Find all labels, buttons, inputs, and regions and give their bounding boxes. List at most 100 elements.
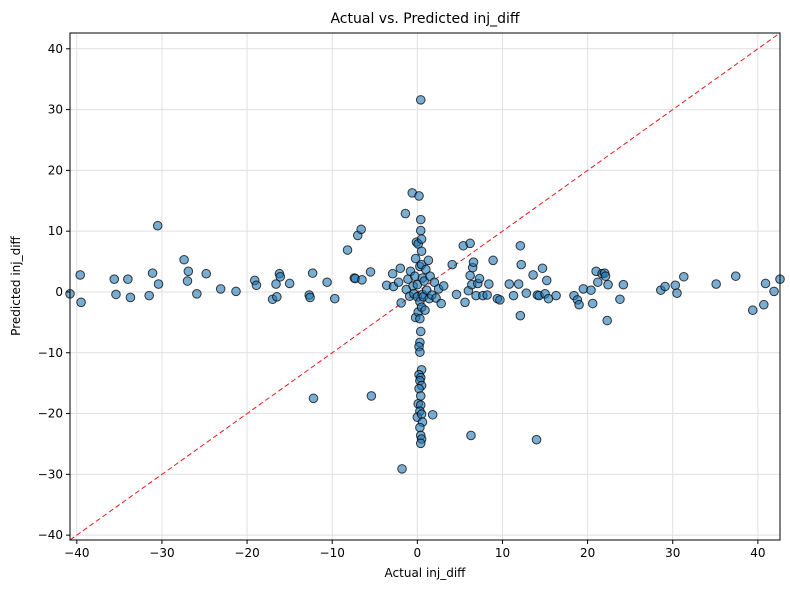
data-point [465,270,475,281]
data-point [618,279,629,290]
data-point [182,276,193,286]
data-point [357,275,367,285]
data-point [423,255,434,266]
data-point [356,224,366,235]
data-point [586,285,596,295]
data-point [516,259,526,270]
data-point [482,290,492,300]
y-tick-label: 10 [48,224,63,238]
data-point [329,293,340,304]
data-point [672,288,682,298]
data-point [415,214,426,225]
data-point [528,270,538,280]
data-point [415,326,426,337]
data-point [322,277,332,288]
x-tick-label: −40 [64,546,89,560]
y-tick-label: −30 [38,467,63,481]
data-point [342,245,353,255]
data-point [396,298,406,308]
data-point [152,220,163,231]
data-point [415,347,425,357]
data-point [466,430,476,441]
x-axis-ticks: −40 −30 −20 −10 0 10 20 30 40 [64,540,766,560]
data-point [416,246,427,257]
data-point [397,464,407,474]
x-tick-label: −10 [320,546,345,560]
data-point [400,208,411,219]
data-point [409,271,420,281]
data-point [420,305,430,316]
data-point [474,273,485,284]
data-point [393,277,404,288]
x-tick-label: 20 [580,546,595,560]
data-point [730,271,741,281]
data-point [365,267,376,277]
data-point [495,295,505,305]
data-point [587,298,598,309]
data-point [275,271,286,282]
data-point [305,292,315,303]
y-tick-label: 20 [48,163,63,177]
x-tick-label: 30 [665,546,680,560]
plot-frame [69,32,781,541]
data-point [451,289,462,300]
data-point [759,299,769,310]
data-point [429,277,440,288]
data-point [508,290,519,301]
data-point [711,279,721,289]
x-tick-label: 0 [414,546,422,560]
data-point [215,284,226,294]
data-point [415,438,426,449]
data-point [387,268,398,279]
data-point [769,286,779,297]
y-axis-ticks: −40 −30 −20 −10 0 10 20 30 40 [38,42,70,542]
data-points [65,95,785,474]
data-point [109,274,120,285]
data-point [415,391,426,401]
x-tick-label: 10 [495,546,510,560]
data-point [415,313,425,324]
data-point [488,255,498,266]
data-point [436,298,446,309]
data-point [515,240,526,251]
x-axis-title: Actual inj_diff [385,566,467,580]
data-point [504,279,515,289]
y-tick-label: −10 [38,346,63,360]
x-tick-label: −20 [234,546,259,560]
data-point [192,288,202,299]
data-point [76,297,86,308]
y-axis-title: Predicted inj_diff [9,235,23,335]
data-point [307,268,318,278]
data-point [415,95,426,105]
data-point [531,434,542,445]
y-tick-label: 30 [48,103,63,117]
data-point [660,281,670,292]
data-point [602,315,612,326]
data-point [484,279,494,289]
data-point [603,279,613,290]
data-point [521,288,532,298]
data-point [75,270,86,280]
data-point [284,278,295,289]
y-tick-label: −20 [38,407,63,421]
data-point [410,253,421,264]
x-tick-label: −30 [149,546,174,560]
data-point [111,289,121,300]
data-point [578,284,589,294]
data-point [541,275,552,286]
data-point [272,292,282,302]
data-point [153,279,164,289]
data-point [679,271,689,282]
data-point [447,259,458,270]
data-point [460,297,470,308]
data-point [125,292,136,303]
y-tick-label: 40 [48,42,63,56]
data-point [427,409,438,420]
data-point [415,225,426,236]
chart-title: Actual vs. Predicted inj_diff [330,11,519,27]
data-point [251,280,262,291]
data-point [465,238,475,249]
data-point [615,294,625,305]
data-point [201,268,212,279]
